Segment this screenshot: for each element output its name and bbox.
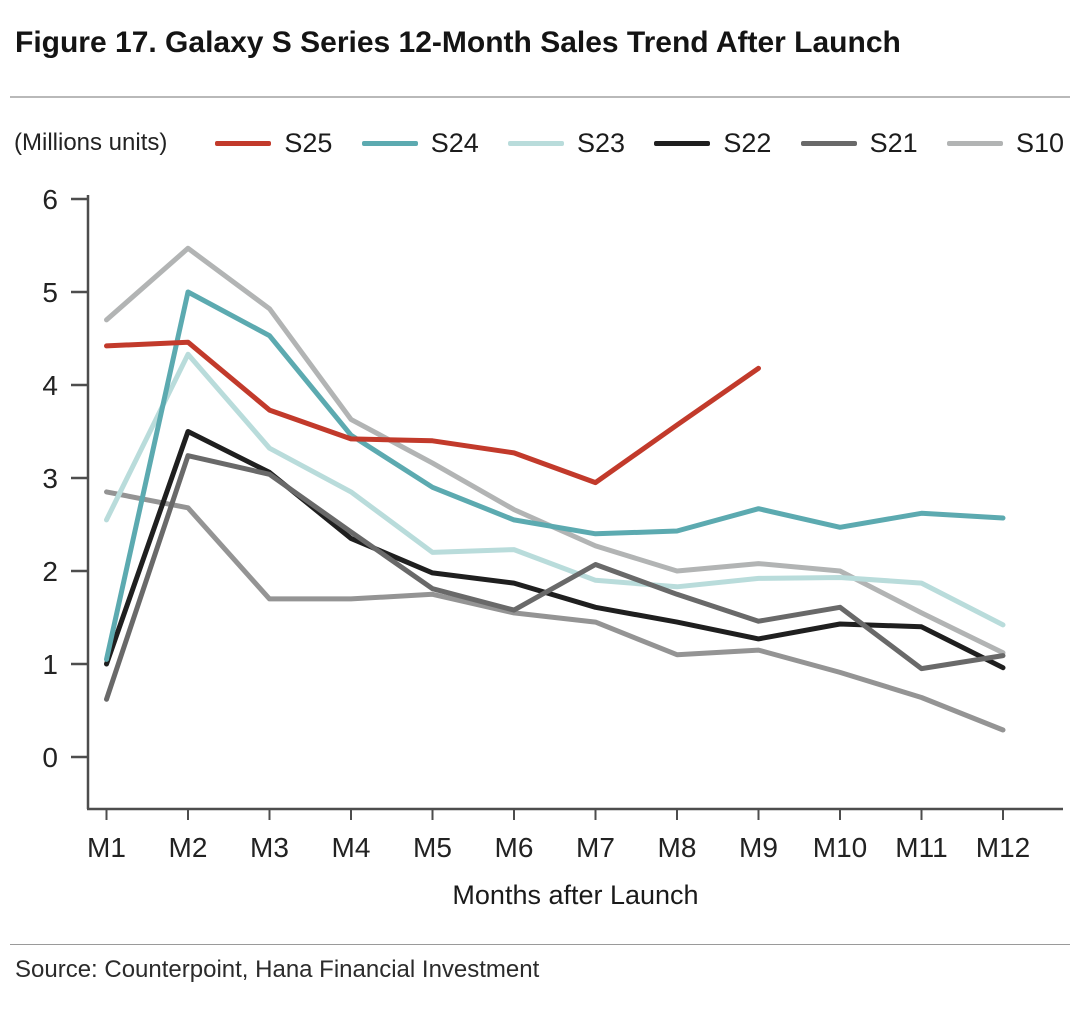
chart-line-S10 [104, 245, 1006, 656]
legend-item-S23: S23 [508, 128, 625, 159]
legend-label-S21: S21 [869, 127, 918, 158]
chart-line-unlabeled [104, 489, 1006, 733]
x-tick-label-M9: M9 [739, 832, 778, 863]
x-tick-label-M1: M1 [87, 832, 126, 863]
x-tick-label-M6: M6 [495, 832, 534, 863]
figure-title: Figure 17. Galaxy S Series 12-Month Sale… [15, 26, 901, 59]
x-tick-label-M12: M12 [976, 832, 1030, 863]
x-tick-label-M7: M7 [576, 832, 615, 863]
legend-swatch-S10 [946, 140, 1003, 146]
y-tick-label-5: 5 [42, 277, 58, 308]
y-tick-label-3: 3 [42, 463, 58, 494]
legend: S25 S24 S23 S22 S21 S10 [215, 128, 1064, 159]
legend-item-S25: S25 [215, 128, 332, 159]
y-tick-label-4: 4 [42, 370, 58, 401]
x-tick-label-M8: M8 [658, 832, 697, 863]
x-tick-label-M4: M4 [332, 832, 371, 863]
y-tick-label-6: 6 [42, 184, 58, 215]
legend-item-S21: S21 [800, 127, 918, 159]
legend-row: (Millions units) S25 S24 S23 S22 S21 S10 [14, 120, 1070, 166]
source-text: Source: Counterpoint, Hana Financial Inv… [15, 956, 540, 983]
legend-swatch-S23 [508, 140, 564, 146]
legend-swatch-S24 [361, 140, 418, 146]
chart-line-S21 [104, 453, 1006, 702]
x-tick-label-M10: M10 [813, 832, 867, 863]
legend-label-S23: S23 [577, 127, 626, 158]
legend-item-S24: S24 [361, 127, 479, 159]
footer-divider [10, 944, 1070, 945]
y-units-label: (Millions units) [14, 129, 168, 156]
legend-swatch-S22 [654, 140, 711, 146]
y-tick-label-1: 1 [42, 649, 58, 680]
legend-item-S10: S10 [946, 127, 1064, 159]
legend-swatch-S21 [800, 140, 857, 146]
y-tick-label-2: 2 [42, 556, 58, 587]
x-tick-label-M11: M11 [895, 832, 947, 863]
chart-line-S25 [104, 339, 761, 486]
chart-line-S22 [104, 429, 1006, 671]
x-axis-title: Months after Launch [452, 880, 698, 910]
chart-line-S24 [104, 289, 1006, 662]
x-tick-label-M2: M2 [169, 832, 208, 863]
legend-swatch-S25 [215, 140, 272, 146]
y-tick-label-0: 0 [42, 742, 58, 773]
legend-item-S22: S22 [654, 128, 771, 159]
legend-label-S22: S22 [723, 127, 772, 158]
line-chart: 0 1 2 3 4 5 6 M1 M2 M3 M4 M5 M6 M7 M8 M9 M10 M11 M12 Months… [42, 184, 1063, 910]
legend-label-S10: S10 [1015, 127, 1064, 158]
legend-label-S25: S25 [284, 127, 333, 158]
chart-line-S23 [104, 351, 1006, 628]
title-divider [10, 96, 1070, 98]
x-tick-label-M3: M3 [250, 832, 289, 863]
legend-label-S24: S24 [430, 127, 479, 158]
x-tick-label-M5: M5 [413, 832, 452, 863]
